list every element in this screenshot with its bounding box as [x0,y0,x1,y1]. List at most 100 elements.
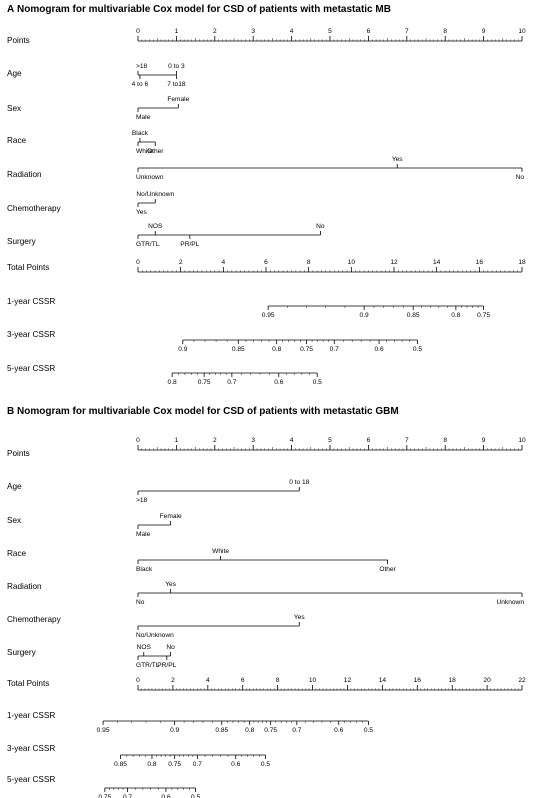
level-label: White [212,548,229,555]
level-label: Black [136,566,153,573]
level-label: Yes [294,614,305,621]
row-race: Race White Black Other [7,130,164,155]
outcome-label: 0.5 [191,794,200,798]
tick-label: 6 [241,677,245,684]
row-label: Surgery [7,237,37,246]
row-label: Sex [7,516,21,525]
outcome-label: 0.75 [168,761,181,768]
outcome-label: 0.7 [123,794,132,798]
row-label: Chemotherapy [7,204,62,213]
row-race: Race Black White Other [7,548,397,573]
tick-label: 5 [328,437,332,444]
row-3-year-cssr: 3-year CSSR 0.85 0.8 0.75 0.7 0.6 0.5 [7,744,270,768]
outcome-label: 0.8 [451,312,460,319]
row-points: Points 0 1 2 3 4 5 6 7 8 9 10 [7,28,526,45]
panel-b: B Nomogram for multivariable Cox model f… [7,406,526,798]
row-chemotherapy: Chemotherapy Yes No/Unknown [7,191,174,216]
row-3-year-cssr: 3-year CSSR 0.9 0.85 0.8 0.75 0.7 0.6 0.5 [7,330,422,353]
outcome-label: 0.5 [364,727,373,734]
tick-label: 2 [213,437,217,444]
tick-label: 3 [251,28,255,35]
row-label: Race [7,549,27,558]
level-label: >18 [136,497,148,504]
outcome-label: 0.85 [232,346,245,353]
row-label: Points [7,449,30,458]
level-label: Yes [165,581,176,588]
row-1-year-cssr: 1-year CSSR 0.95 0.9 0.85 0.8 0.75 0.7 0.6 0.5 [7,711,373,734]
row-label: Age [7,69,22,78]
tick-label: 5 [328,28,332,35]
level-label: Other [147,148,164,155]
level-label: 4 to 6 [132,81,149,88]
tick-label: 6 [367,437,371,444]
row-surgery: Surgery GTR/TL NOS PR/PL No [7,223,325,248]
tick-label: 10 [348,259,356,266]
level-label: 0 to 3 [168,63,185,70]
outcome-label: 0.75 [300,346,313,353]
level-label: Male [136,114,151,121]
row-label: Points [7,36,30,45]
row-label: Chemotherapy [7,615,62,624]
outcome-label: 0.6 [374,346,383,353]
row-sex: Sex Male Female [7,513,182,538]
outcome-label: 0.6 [231,761,240,768]
level-label: Unknown [497,599,525,606]
row-sex: Sex Male Female [7,96,190,121]
panel-a: A Nomogram for multivariable Cox model f… [7,4,526,386]
level-label: 0 to 18 [289,479,309,486]
tick-label: 4 [290,28,294,35]
outcome-label: 0.7 [292,727,301,734]
tick-label: 7 [405,28,409,35]
row-label: Total Points [7,263,49,272]
tick-label: 8 [443,437,447,444]
tick-label: 8 [276,677,280,684]
tick-label: 18 [449,677,457,684]
tick-label: 1 [175,28,179,35]
row-5-year-cssr: 5-year CSSR 0.8 0.75 0.7 0.6 0.5 [7,364,322,386]
tick-label: 2 [179,259,183,266]
tick-label: 4 [221,259,225,266]
outcome-label: 0.5 [313,379,322,386]
level-label: No [166,644,175,651]
level-label: Male [136,531,151,538]
row-5-year-cssr: 5-year CSSR 0.75 0.7 0.6 0.5 [7,775,201,798]
tick-label: 0 [136,677,140,684]
tick-label: 2 [213,28,217,35]
row-label: 3-year CSSR [7,330,55,339]
level-label: 7 to18 [167,81,186,88]
row-label: 5-year CSSR [7,775,55,784]
outcome-label: 0.6 [274,379,283,386]
panel-b-title: Nomogram for multivariable Cox model for… [17,406,399,417]
outcome-label: 0.75 [264,727,277,734]
row-label: Sex [7,104,21,113]
tick-label: 0 [136,437,140,444]
outcome-label: 0.7 [330,346,339,353]
level-label: NOS [137,644,152,651]
level-label: Female [160,513,182,520]
level-label: Yes [392,156,403,163]
row-1-year-cssr: 1-year CSSR 0.95 0.9 0.85 0.8 0.75 [7,297,490,319]
outcome-label: 0.95 [262,312,275,319]
tick-label: 14 [433,259,441,266]
outcome-label: 0.75 [98,794,111,798]
level-label: Yes [136,209,147,216]
level-label: No/Unknown [136,191,174,198]
outcome-label: 0.7 [193,761,202,768]
outcome-label: 0.9 [360,312,369,319]
tick-label: 6 [264,259,268,266]
tick-label: 12 [344,677,352,684]
tick-label: 18 [518,259,526,266]
row-label: 1-year CSSR [7,297,55,306]
level-label: No/Unknown [136,632,174,639]
tick-label: 14 [379,677,387,684]
outcome-label: 0.95 [97,727,110,734]
row-points: Points 0 1 2 3 4 5 6 7 8 9 10 [7,437,526,458]
row-label: Race [7,136,27,145]
level-label: No [136,599,145,606]
level-label: GTR/TL [136,241,160,248]
row-radiation: Radiation Unknown Yes No [7,156,524,181]
level-label: >18 [136,63,148,70]
row-surgery: Surgery GTR/TL NOS PR/PL No [7,644,177,669]
